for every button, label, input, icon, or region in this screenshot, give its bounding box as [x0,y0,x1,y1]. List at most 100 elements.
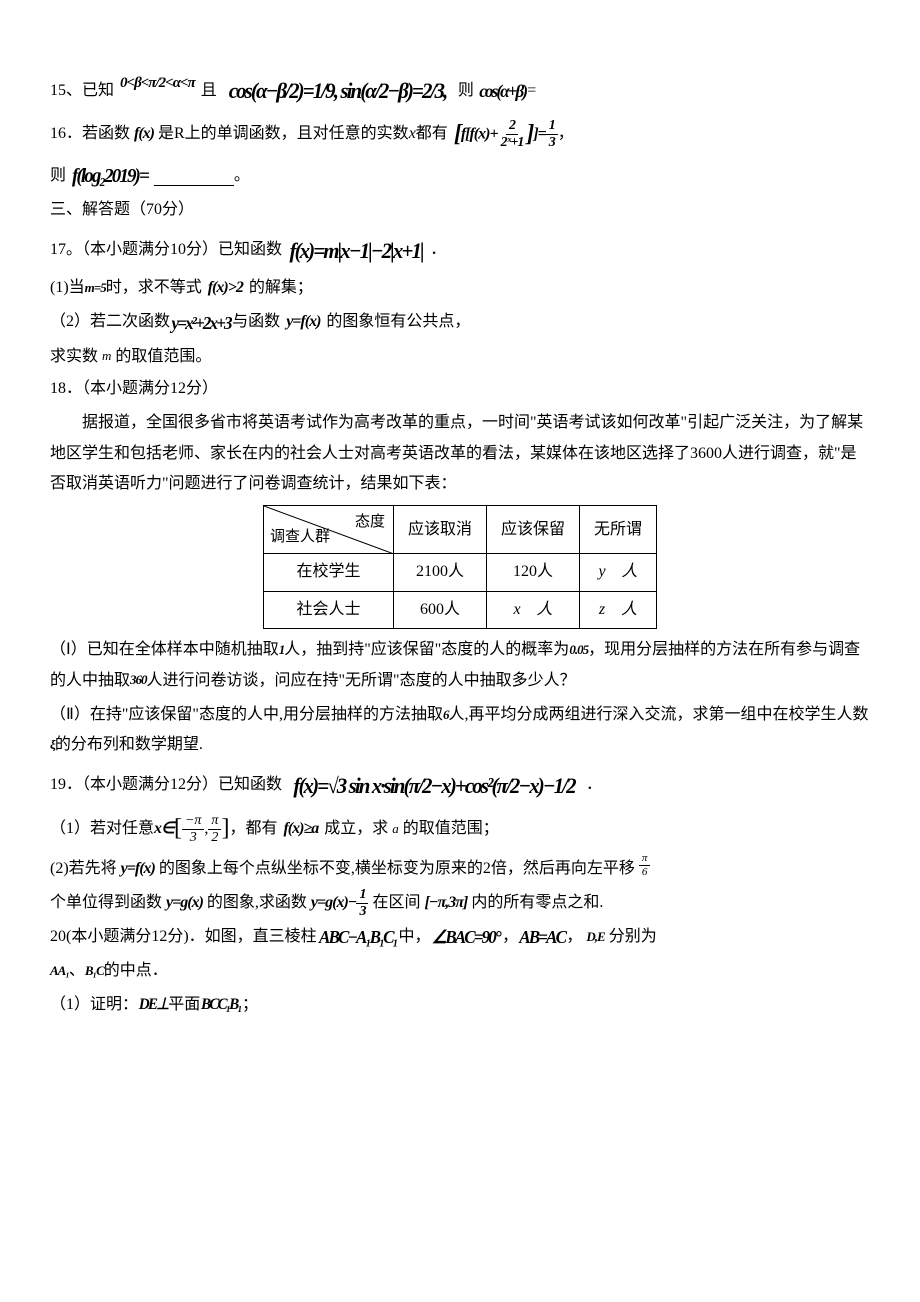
diag-bottom: 调查人群 [270,523,330,552]
q16-line2: 则 f(log₂2019)= 。 [50,157,870,195]
q16-l2-expr: f(log₂2019)= [72,157,148,195]
q17-header: 17。（本小题满分10分）已知函数 f(x)=m|x−1|−2|x+1| ． [50,230,870,272]
q18-r0-label: 在校学生 [263,554,393,591]
q15-prefix: 15、已知 [50,76,114,106]
q17-p1a: (1)当 [50,273,85,303]
q19-p3g: 内的所有零点之和. [471,888,603,918]
q19-p3d: y=g(x)−13 [311,887,369,920]
q20-l3c: 平面 [168,990,200,1020]
q18-r1-label: 社会人士 [263,591,393,628]
q18-r0c1: 120人 [486,554,579,591]
q18-col1: 应该保留 [486,506,579,554]
q16-l2-prefix: 则 [50,161,66,191]
q19-p1: （1）若对任意 x∈ [ −π3 , π2 ] ，都有 f(x)≥a 成立，求 … [50,806,870,852]
lbracket-sq: [ [174,806,182,852]
q20-l1f: AB=AC [519,920,565,954]
q18-p1: （Ⅰ）已知在全体样本中随机抽取1人，抽到持"应该保留"态度的人的概率为0.05，… [50,635,870,696]
q17-hb: f(x)=m|x−1|−2|x+1| [290,230,423,272]
table-row: 社会人士 600人 x 人 z 人 [263,591,656,628]
q17-p1c: 时，求不等式 [106,273,202,303]
q18-r1c2: z 人 [580,591,657,628]
q20-l3: （1）证明： DE⊥ 平面 BCC₁B₁ ； [50,988,870,1022]
q19-p2d: π6 [639,852,651,879]
q20-l3e: ； [242,990,258,1020]
q18-r0c2: y 人 [580,554,657,591]
q19-p1e: 成立，求 [324,814,388,844]
q19-header: 19．（本小题满分12分）已知函数 f(x)=√3 sin x·sin(π/2−… [50,765,870,807]
q18-p2a: （Ⅱ）在持"应该保留"态度的人中,用分层抽样的方法抽取 [50,706,443,723]
q19-p3a: 个单位得到函数 [50,888,162,918]
q20-l1g: ， [566,922,582,952]
q16-fnum: 2 [506,118,518,135]
q15-mid1: 且 [201,76,217,106]
q17-p2d: y=f(x) [286,307,320,337]
q19-p3b: y=g(x) [166,888,203,918]
q19-p3d-den: 3 [356,904,368,920]
q19-p1g: 的取值范围； [403,814,499,844]
q19-p2: (2)若先将 y=f(x) 的图象上每个点纵坐标不变,横坐标变为原来的2倍，然后… [50,852,870,886]
q19-hb: f(x)=√3 sin x·sin(π/2−x)+cos²(π/2−x)−1/2 [293,765,574,807]
q20-l2: AA₁ 、 B₁C 的中点． [50,954,870,988]
table-row: 在校学生 2100人 120人 y 人 [263,554,656,591]
diag-top: 态度 [355,508,385,537]
q20-l1a: 20(本小题满分12分)．如图，直三棱柱 [50,922,317,952]
q17-p2b: y=x²+2x+3 [172,306,231,340]
q18-p1f: 360 [130,668,147,693]
q16-line1: 16．若函数 f(x) 是R上的单调函数，且对任意的实数 x 都有 [f[f(x… [50,112,870,158]
q17-p1d: f(x)>2 [208,273,243,303]
q19-p1b: x∈ [154,814,174,844]
q19-p2b: y=f(x) [121,854,155,884]
q18-p2c: 人,再平均分成两组进行深入交流，求第一组中在校学生人数 [448,706,868,723]
q18-p1g: 人进行问卷访谈，问应在持"无所谓"态度的人中抽取多少人？ [147,672,576,689]
q18-r0c2-v: y 人 [598,563,637,580]
q20-l3b: DE⊥ [139,990,168,1020]
q19-p3: 个单位得到函数 y=g(x) 的图象,求函数 y=g(x)−13 在区间 [−π… [50,886,870,920]
q15-mid2: 则 [458,76,474,106]
q17-p1b: m=5 [85,276,106,301]
q16-fden: 2ˣ+1 [498,135,527,151]
q20-l2c: B₁C [85,959,104,984]
q18-diag-cell: 态度 调查人群 [263,506,393,554]
q20-l1b: ABC−A₁B₁C₁ [319,920,397,954]
q17-p1e: 的解集； [249,273,313,303]
q19-range-r: π2 [208,813,221,846]
q19-p1a: （1）若对任意 [50,814,154,844]
q16-prefix: 16．若函数 [50,119,130,149]
q17-p3c: 的取值范围。 [115,342,211,372]
q20-l1: 20(本小题满分12分)．如图，直三棱柱 ABC−A₁B₁C₁ 中， ∠BAC=… [50,920,870,954]
q17-hc: ． [430,235,446,265]
q17-p2e: 的图象恒有公共点， [326,307,470,337]
q20-l1h: D,E [586,925,604,950]
q16-lhs: f[f(x)+ [461,125,498,142]
q19-p2c: 的图象上每个点纵坐标不变,横坐标变为原来的2倍，然后再向左平移 [159,854,635,884]
q17-p3a: 求实数 [50,342,98,372]
q18-col0: 应该取消 [393,506,486,554]
q15-expr1: cos(α−β/2)=1/9, sin(α/2−β)=2/3, [228,70,446,112]
q17-p2: （2）若二次函数 y=x²+2x+3 与函数 y=f(x) 的图象恒有公共点， [50,306,870,340]
q18-p1d: 0.05 [569,638,588,663]
q16-l2-suffix: 。 [234,161,250,191]
q19-p3f: [−π,3π] [425,888,468,918]
q18-p1c: 人，抽到持"应该保留"态度的人的概率为 [284,641,569,658]
q18-r1c1: x 人 [486,591,579,628]
q17-p3b: m [102,344,111,369]
q20-l3d: BCC₁B₁ [201,990,241,1020]
q16-mid1: 是R上的单调函数，且对任意的实数 [158,119,409,149]
q18-r1c2-v: z 人 [599,601,637,618]
q19-p2a: (2)若先将 [50,854,117,884]
q16-x: x [409,119,416,149]
q19-p3d-lhs: y=g(x)− [311,894,357,911]
q18-r0c0: 2100人 [393,554,486,591]
q15-expr2: cos(α+β) [479,74,526,108]
q18-p2e: 的分布列和数学期望. [55,736,203,753]
q20-l1c: 中， [398,922,430,952]
q18-r1c0: 600人 [393,591,486,628]
q18-r1c1-v: x 人 [513,601,552,618]
q16-expr-open: [f[f(x)+22ˣ+1]]=13 [454,112,558,158]
q17-ha: 17。（本小题满分10分）已知函数 [50,235,282,265]
q18-header: 18．（本小题满分12分） [50,374,870,404]
rbracket-sq: ] [221,806,229,852]
q19-p3d-num: 1 [356,887,368,904]
q20-l1d: ∠BAC=90° [432,920,500,954]
q17-p3: 求实数 m 的取值范围。 [50,340,870,374]
